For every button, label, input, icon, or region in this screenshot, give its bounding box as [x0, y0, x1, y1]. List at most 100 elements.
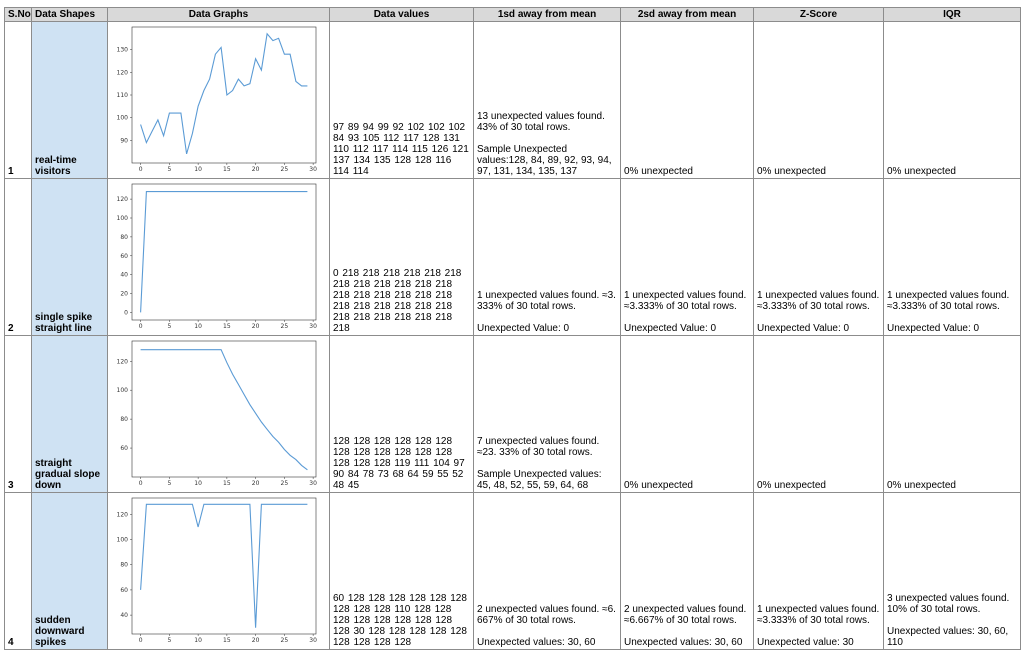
sd1-result: 1 unexpected values found. ≈3. 333% of 3… — [473, 178, 621, 336]
iqr-spacer — [887, 312, 1017, 323]
y-tick-label: 100 — [117, 387, 129, 394]
y-tick-label: 110 — [117, 92, 129, 99]
sd1-summary: 13 unexpected values found. 43% of 30 to… — [477, 111, 605, 133]
y-tick-label: 120 — [117, 358, 129, 365]
iqr-summary: 3 unexpected values found. 10% of 30 tot… — [887, 593, 1010, 615]
header-2sd: 2sd away from mean — [620, 7, 754, 22]
data-values: 0 218 218 218 218 218 218 218 218 218 21… — [329, 178, 474, 336]
line-chart: 60 80 100 120 0 5 10 15 20 25 30 — [117, 340, 317, 487]
line-chart: 90 100 110 120 130 0 5 10 15 20 25 30 — [117, 26, 317, 173]
x-tick-label: 30 — [309, 637, 317, 644]
data-shape-name: real-time visitors — [31, 21, 108, 179]
sd1-detail: Unexpected Value: 0 — [477, 323, 570, 334]
header-data-values: Data values — [329, 7, 474, 22]
y-tick-label: 80 — [120, 416, 128, 423]
plot-frame — [131, 497, 317, 635]
y-tick-label: 60 — [120, 587, 128, 594]
sd1-detail: Sample Unexpected values: 45, 48, 52, 55… — [477, 469, 602, 491]
sd2-spacer — [624, 626, 750, 637]
x-tick-label: 10 — [194, 323, 202, 330]
sd2-spacer — [624, 312, 750, 323]
iqr-result: 0% unexpected — [883, 21, 1021, 179]
y-tick-label: 80 — [120, 562, 128, 569]
sd1-result: 2 unexpected values found. ≈6. 667% of 3… — [473, 492, 621, 650]
sd2-detail: Unexpected values: 30, 60 — [624, 637, 743, 648]
iqr-result: 3 unexpected values found. 10% of 30 tot… — [883, 492, 1021, 650]
x-tick-label: 0 — [139, 166, 143, 173]
y-tick-label: 120 — [117, 196, 129, 203]
y-tick-label: 40 — [120, 272, 128, 279]
x-tick-label: 15 — [223, 166, 231, 173]
y-tick-label: 40 — [120, 612, 128, 619]
iqr-result: 1 unexpected values found. ≈3.333% of 30… — [883, 178, 1021, 336]
header-zscore: Z-Score — [753, 7, 884, 22]
y-tick-label: 100 — [117, 115, 129, 122]
sd1-detail: Unexpected values: 30, 60 — [477, 637, 596, 648]
data-shape-name: sudden downward spikes — [31, 492, 108, 650]
x-tick-label: 5 — [167, 637, 171, 644]
sd2-summary: 2 unexpected values found. ≈6.667% of 30… — [624, 604, 747, 626]
sd2-result: 0% unexpected — [620, 335, 754, 493]
x-tick-label: 25 — [281, 166, 289, 173]
plot-frame — [131, 26, 317, 164]
zscore-spacer — [757, 626, 880, 637]
sd2-result: 0% unexpected — [620, 21, 754, 179]
header-iqr: IQR — [883, 7, 1021, 22]
x-tick-label: 15 — [223, 637, 231, 644]
x-tick-label: 20 — [252, 166, 260, 173]
zscore-spacer — [757, 312, 880, 323]
x-tick-label: 25 — [281, 323, 289, 330]
sd2-result: 1 unexpected values found. ≈3.333% of 30… — [620, 178, 754, 336]
x-tick-label: 10 — [194, 480, 202, 487]
y-tick-label: 80 — [120, 234, 128, 241]
x-tick-label: 0 — [139, 637, 143, 644]
zscore-summary: 1 unexpected values found. ≈3.333% of 30… — [757, 604, 880, 626]
row-number: 4 — [4, 492, 32, 650]
y-tick-label: 20 — [120, 291, 128, 298]
line-chart: 0 20 40 60 80 100 120 0 5 10 15 20 25 30 — [117, 183, 317, 330]
x-tick-label: 20 — [252, 637, 260, 644]
header-1sd: 1sd away from mean — [473, 7, 621, 22]
data-graph-cell: 0 20 40 60 80 100 120 0 5 10 15 20 25 30 — [107, 178, 330, 336]
zscore-detail: Unexpected Value: 0 — [757, 323, 850, 334]
iqr-summary: 1 unexpected values found. ≈3.333% of 30… — [887, 290, 1010, 312]
sd1-result: 7 unexpected values found. ≈23. 33% of 3… — [473, 335, 621, 493]
x-tick-label: 25 — [281, 637, 289, 644]
x-tick-label: 10 — [194, 637, 202, 644]
series-line — [140, 32, 308, 155]
y-tick-label: 100 — [117, 215, 129, 222]
x-tick-label: 10 — [194, 166, 202, 173]
sd1-detail: Sample Unexpected values:128, 84, 89, 92… — [477, 144, 612, 177]
data-graph-cell: 40 60 80 100 120 0 5 10 15 20 25 30 — [107, 492, 330, 650]
series-line — [140, 349, 308, 471]
table-row: 4 sudden downward spikes 40 60 80 100 120 0 5 1… — [4, 492, 1021, 650]
y-tick-label: 60 — [120, 253, 128, 260]
x-tick-label: 0 — [139, 480, 143, 487]
sd1-spacer — [477, 458, 617, 469]
sd1-spacer — [477, 133, 617, 144]
data-graph-cell: 60 80 100 120 0 5 10 15 20 25 30 — [107, 335, 330, 493]
x-tick-label: 5 — [167, 166, 171, 173]
series-line — [140, 503, 308, 628]
row-number: 2 — [4, 178, 32, 336]
zscore-result: 1 unexpected values found. ≈3.333% of 30… — [753, 492, 884, 650]
iqr-spacer — [887, 615, 1017, 626]
data-values: 97 89 94 99 92 102 102 102 84 93 105 112… — [329, 21, 474, 179]
x-tick-label: 25 — [281, 480, 289, 487]
x-tick-label: 20 — [252, 480, 260, 487]
row-number: 3 — [4, 335, 32, 493]
x-tick-label: 15 — [223, 323, 231, 330]
plot-frame — [131, 183, 317, 321]
sd2-summary: 1 unexpected values found. ≈3.333% of 30… — [624, 290, 747, 312]
header-data-graphs: Data Graphs — [107, 7, 330, 22]
sd1-summary: 2 unexpected values found. ≈6. 667% of 3… — [477, 604, 616, 626]
data-shape-name: straight gradual slope down — [31, 335, 108, 493]
zscore-result: 0% unexpected — [753, 21, 884, 179]
zscore-result: 0% unexpected — [753, 335, 884, 493]
x-tick-label: 20 — [252, 323, 260, 330]
table-row: 2 single spike straight line 0 20 40 60 80 10… — [4, 178, 1021, 336]
sd1-spacer — [477, 626, 617, 637]
zscore-summary: 1 unexpected values found. ≈3.333% of 30… — [757, 290, 880, 312]
x-tick-label: 30 — [309, 323, 317, 330]
iqr-detail: Unexpected values: 30, 60, 110 — [887, 626, 1009, 648]
